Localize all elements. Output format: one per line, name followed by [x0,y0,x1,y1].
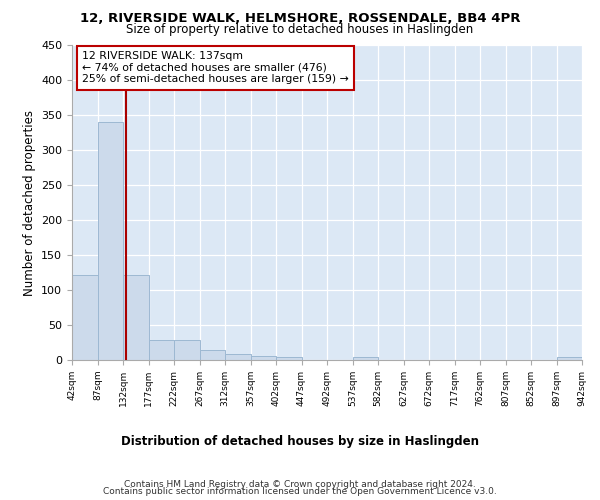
Text: Contains HM Land Registry data © Crown copyright and database right 2024.: Contains HM Land Registry data © Crown c… [124,480,476,489]
Bar [225,354,251,360]
Bar [149,340,174,360]
Bar [199,350,225,360]
Text: Distribution of detached houses by size in Haslingden: Distribution of detached houses by size … [121,435,479,448]
Bar [353,356,378,360]
Bar [97,122,123,360]
Text: 12 RIVERSIDE WALK: 137sqm
← 74% of detached houses are smaller (476)
25% of semi: 12 RIVERSIDE WALK: 137sqm ← 74% of detac… [82,52,349,84]
Bar [174,340,199,360]
Text: 12, RIVERSIDE WALK, HELMSHORE, ROSSENDALE, BB4 4PR: 12, RIVERSIDE WALK, HELMSHORE, ROSSENDAL… [80,12,520,26]
Y-axis label: Number of detached properties: Number of detached properties [23,110,35,296]
Bar [251,356,276,360]
Text: Size of property relative to detached houses in Haslingden: Size of property relative to detached ho… [127,22,473,36]
Text: Contains public sector information licensed under the Open Government Licence v3: Contains public sector information licen… [103,488,497,496]
Bar [276,356,302,360]
Bar [557,356,582,360]
Bar [72,274,97,360]
Bar [123,274,149,360]
